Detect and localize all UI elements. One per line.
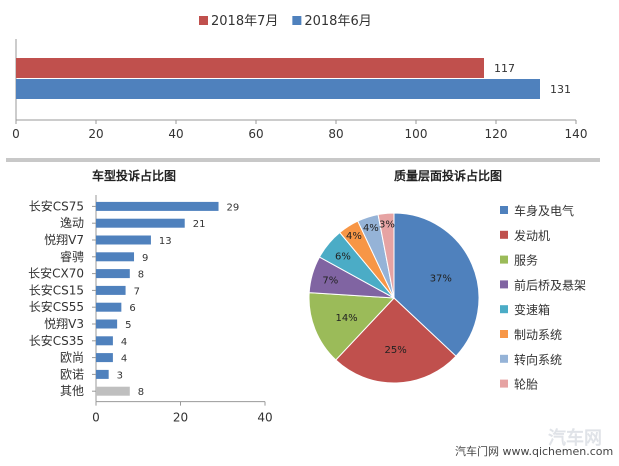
pie-legend-label-5: 制动系统 [514,328,562,342]
data-label-0: 117 [494,62,515,75]
model-x-tick-label-1: 20 [173,411,188,425]
watermark-brand-text: 汽车网 [548,427,602,449]
pie-data-label-0: 37% [430,274,452,285]
legend-swatch-0 [199,16,208,25]
pie-legend-swatch-2 [500,255,508,264]
model-bar-9 [96,353,113,363]
model-data-label-2: 13 [159,236,172,247]
x-tick-label-1: 20 [88,127,103,141]
pie-legend-label-2: 服务 [514,253,538,268]
pie-legend-label-1: 发动机 [514,228,550,243]
pie-legend-swatch-5 [500,330,508,338]
bar-0 [16,58,484,78]
category-label-3: 睿骋 [60,249,84,264]
model-bar-3 [96,252,135,262]
pie-legend-label-6: 转向系统 [514,352,562,367]
category-label-1: 逸动 [60,216,84,230]
category-label-4: 长安CX70 [28,266,84,281]
pie-legend-swatch-4 [500,305,508,314]
pie-legend-swatch-6 [500,354,508,363]
x-tick-label-6: 120 [485,127,508,141]
pie-data-label-4: 6% [335,252,351,263]
model-data-label-11: 8 [138,387,144,398]
model-bar-0 [96,201,219,211]
watermark-site-text: 汽车门网 www.qichemen.com [455,444,613,458]
watermark: 汽车门网 www.qichemen.com 汽车网 [455,427,613,458]
category-label-11: 其他 [60,384,84,398]
category-label-6: 长安CS55 [29,299,84,314]
pie-data-label-3: 7% [322,276,338,287]
model-data-label-9: 4 [121,354,127,365]
pie-data-label-2: 14% [335,313,357,324]
model-x-tick-label-2: 40 [257,411,272,425]
pie-legend-swatch-3 [500,280,508,289]
model-bar-5 [96,285,126,295]
category-label-2: 悦翔V7 [44,233,84,247]
model-bar-7 [96,319,118,329]
pie-legend-swatch-0 [500,206,508,214]
model-x-tick-label-0: 0 [92,411,100,425]
model-bar-6 [96,302,122,312]
category-label-7: 悦翔V3 [44,317,84,331]
model-bar-2 [96,235,151,245]
model-data-label-4: 8 [138,270,144,281]
x-tick-label-7: 140 [565,127,588,141]
pie-legend-label-7: 轮胎 [514,378,538,392]
pie-slice-0 [393,212,480,357]
x-tick-label-2: 40 [168,127,183,141]
pie-data-label-6: 4% [363,223,379,234]
model-bar-1 [96,218,185,228]
model-data-label-3: 9 [142,253,148,264]
pie-data-label-5: 4% [346,231,362,242]
model-data-label-10: 3 [117,370,123,381]
model-data-label-5: 7 [134,286,140,297]
model-bar-4 [96,269,130,279]
pie-slice-7 [377,212,395,299]
model-data-label-1: 21 [193,219,206,230]
bar-1 [16,79,540,99]
model-data-label-8: 4 [121,337,127,348]
x-tick-label-4: 80 [328,127,343,141]
data-label-1: 131 [550,83,571,96]
pie-legend-label-3: 前后桥及悬架 [514,277,586,292]
x-tick-label-5: 100 [405,127,428,141]
pie-slice-1 [335,297,457,384]
model-bar-8 [96,336,113,346]
category-label-8: 长安CS35 [29,333,84,348]
pie-legend-label-4: 变速箱 [514,302,550,317]
category-label-10: 欧诺 [60,367,84,381]
model-data-label-6: 6 [129,303,135,314]
legend-label-1: 2018年6月 [304,14,371,29]
pie-slice-2 [308,292,396,361]
pie-data-label-1: 25% [384,345,406,356]
model-bar-10 [96,369,109,379]
category-label-5: 长安CS15 [29,282,84,297]
legend-label-0: 2018年7月 [211,14,278,29]
pie-chart-title: 质量层面投诉占比图 [394,168,502,183]
category-label-0: 长安CS75 [29,198,84,213]
x-tick-label-3: 60 [248,127,263,141]
pie-legend-swatch-7 [500,379,508,388]
category-label-9: 欧尚 [60,351,84,365]
legend-swatch-1 [292,16,302,25]
model-bar-11 [96,386,130,396]
pie-legend-label-0: 车身及电气 [514,203,574,218]
model-data-label-7: 5 [125,320,131,331]
pie-legend-swatch-1 [500,230,508,239]
model-data-label-0: 29 [227,202,240,213]
monthly-complaints-chart: 2018年7月 2018年6月 117 131 0 20 40 60 80 100 120 140 [12,14,587,141]
model-chart-title: 车型投诉占比图 [92,168,176,183]
pie-data-label-7: 3% [379,220,395,231]
x-tick-label-0: 0 [12,127,20,141]
